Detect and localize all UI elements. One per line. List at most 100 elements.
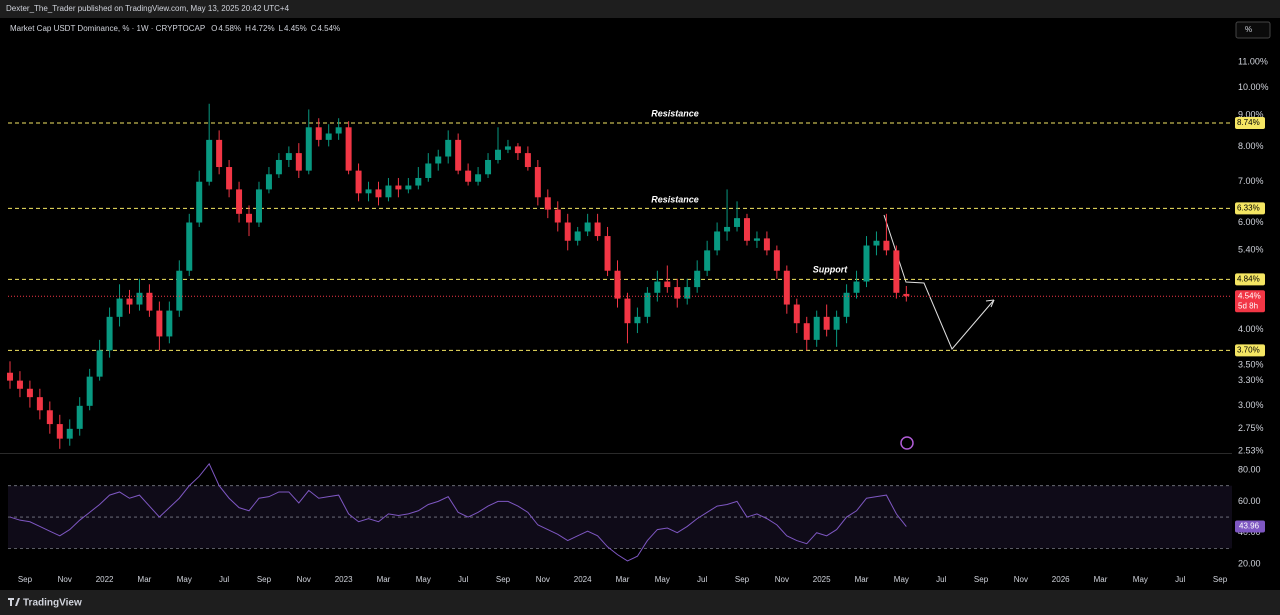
candle-body bbox=[335, 127, 342, 134]
y-tick-label: 8.00% bbox=[1238, 141, 1264, 151]
candle-body bbox=[813, 316, 820, 340]
x-tick-label: 2024 bbox=[574, 575, 592, 584]
candle-body bbox=[415, 177, 422, 186]
candle-body bbox=[644, 292, 651, 317]
candle-body bbox=[734, 218, 741, 227]
rsi-last-box bbox=[1235, 520, 1265, 533]
x-tick-label: May bbox=[894, 575, 909, 584]
candle-body bbox=[315, 127, 322, 140]
y-tick-label: 4.00% bbox=[1238, 324, 1264, 334]
y-tick-label: 2.75% bbox=[1238, 423, 1264, 433]
candle-body bbox=[714, 231, 721, 251]
candle-body bbox=[445, 139, 452, 157]
y-tick-label: 6.00% bbox=[1238, 217, 1264, 227]
candle-body bbox=[246, 213, 253, 223]
candle-body bbox=[106, 316, 113, 351]
candle-body bbox=[206, 139, 213, 182]
candle-body bbox=[36, 397, 43, 411]
x-tick-label: Jul bbox=[1175, 575, 1185, 584]
candle-body bbox=[763, 238, 770, 251]
x-tick-label: Jul bbox=[697, 575, 707, 584]
candle-body bbox=[136, 292, 143, 305]
candle-body bbox=[843, 292, 850, 317]
candle-body bbox=[574, 231, 581, 241]
candle-body bbox=[534, 167, 541, 198]
candle-body bbox=[265, 174, 272, 190]
chart-title: Market Cap USDT Dominance, % · 1W · CRYP… bbox=[10, 24, 205, 33]
x-tick-label: Mar bbox=[138, 575, 152, 584]
legend-value: 4.72% bbox=[252, 24, 275, 33]
footer-bar bbox=[0, 590, 1280, 615]
x-tick-label: Jul bbox=[219, 575, 229, 584]
y-tick-label: 10.00% bbox=[1238, 82, 1269, 92]
level-label: 6.33% bbox=[1237, 203, 1260, 212]
level-label-box bbox=[1235, 273, 1265, 286]
candle-body bbox=[724, 226, 731, 232]
candle-body bbox=[86, 376, 93, 406]
candle-body bbox=[694, 270, 701, 288]
candle-body bbox=[126, 298, 133, 305]
legend-key: C bbox=[311, 24, 317, 33]
candle-body bbox=[564, 222, 571, 241]
logo bbox=[8, 598, 20, 606]
last-price-box bbox=[1235, 290, 1265, 313]
candle-body bbox=[66, 428, 73, 439]
candle-body bbox=[554, 209, 561, 223]
candle-body bbox=[146, 292, 153, 311]
last-price-label: 4.54% bbox=[1238, 291, 1261, 300]
candle-body bbox=[743, 218, 750, 241]
event-icon[interactable] bbox=[900, 436, 914, 450]
candle-body bbox=[6, 372, 13, 381]
x-tick-label: Jul bbox=[936, 575, 946, 584]
candle-body bbox=[594, 222, 601, 237]
candle-body bbox=[793, 304, 800, 324]
candle-body bbox=[176, 270, 183, 311]
x-tick-label: Mar bbox=[377, 575, 391, 584]
candle-body bbox=[236, 189, 243, 214]
candle-body bbox=[475, 174, 482, 182]
rsi-line bbox=[9, 462, 907, 562]
scale-button-label[interactable]: % bbox=[1245, 25, 1252, 34]
level-label-box bbox=[1235, 117, 1265, 130]
scale-button[interactable] bbox=[1235, 21, 1271, 39]
candle-body bbox=[783, 270, 790, 305]
candle-body bbox=[186, 222, 193, 271]
candle-body bbox=[664, 281, 671, 288]
x-tick-label: Mar bbox=[855, 575, 869, 584]
brand: TradingView bbox=[23, 598, 82, 609]
x-tick-label: Sep bbox=[1213, 575, 1228, 584]
x-tick-label: May bbox=[1133, 575, 1148, 584]
candle-body bbox=[604, 236, 611, 271]
y-tick-label: 60.00 bbox=[1238, 496, 1261, 506]
candle-body bbox=[823, 316, 830, 330]
candle-body bbox=[674, 287, 681, 299]
y-tick-label: 2.53% bbox=[1238, 445, 1264, 455]
x-tick-label: Sep bbox=[974, 575, 989, 584]
header-bar bbox=[0, 0, 1280, 18]
candle-body bbox=[285, 153, 292, 160]
x-tick-label: Mar bbox=[1094, 575, 1108, 584]
x-tick-label: Sep bbox=[496, 575, 511, 584]
x-tick-label: Nov bbox=[536, 575, 550, 584]
x-tick-label: May bbox=[416, 575, 431, 584]
candle-body bbox=[753, 238, 760, 241]
arrow-head bbox=[990, 299, 995, 308]
x-tick-label: Mar bbox=[616, 575, 630, 584]
x-tick-label: Nov bbox=[58, 575, 72, 584]
candle-body bbox=[395, 185, 402, 190]
countdown-label: 5d 8h bbox=[1238, 301, 1258, 310]
level-label: 8.74% bbox=[1237, 118, 1260, 127]
candle-body bbox=[216, 139, 223, 168]
y-tick-label: 5.40% bbox=[1238, 245, 1264, 255]
x-tick-label: 2025 bbox=[813, 575, 831, 584]
candle-body bbox=[46, 410, 53, 425]
candle-body bbox=[435, 156, 442, 164]
candle-body bbox=[255, 189, 262, 223]
candle-body bbox=[365, 189, 372, 194]
candle-body bbox=[654, 281, 661, 293]
level-label-box bbox=[1235, 202, 1265, 215]
x-tick-label: Sep bbox=[735, 575, 750, 584]
candle-body bbox=[833, 316, 840, 330]
